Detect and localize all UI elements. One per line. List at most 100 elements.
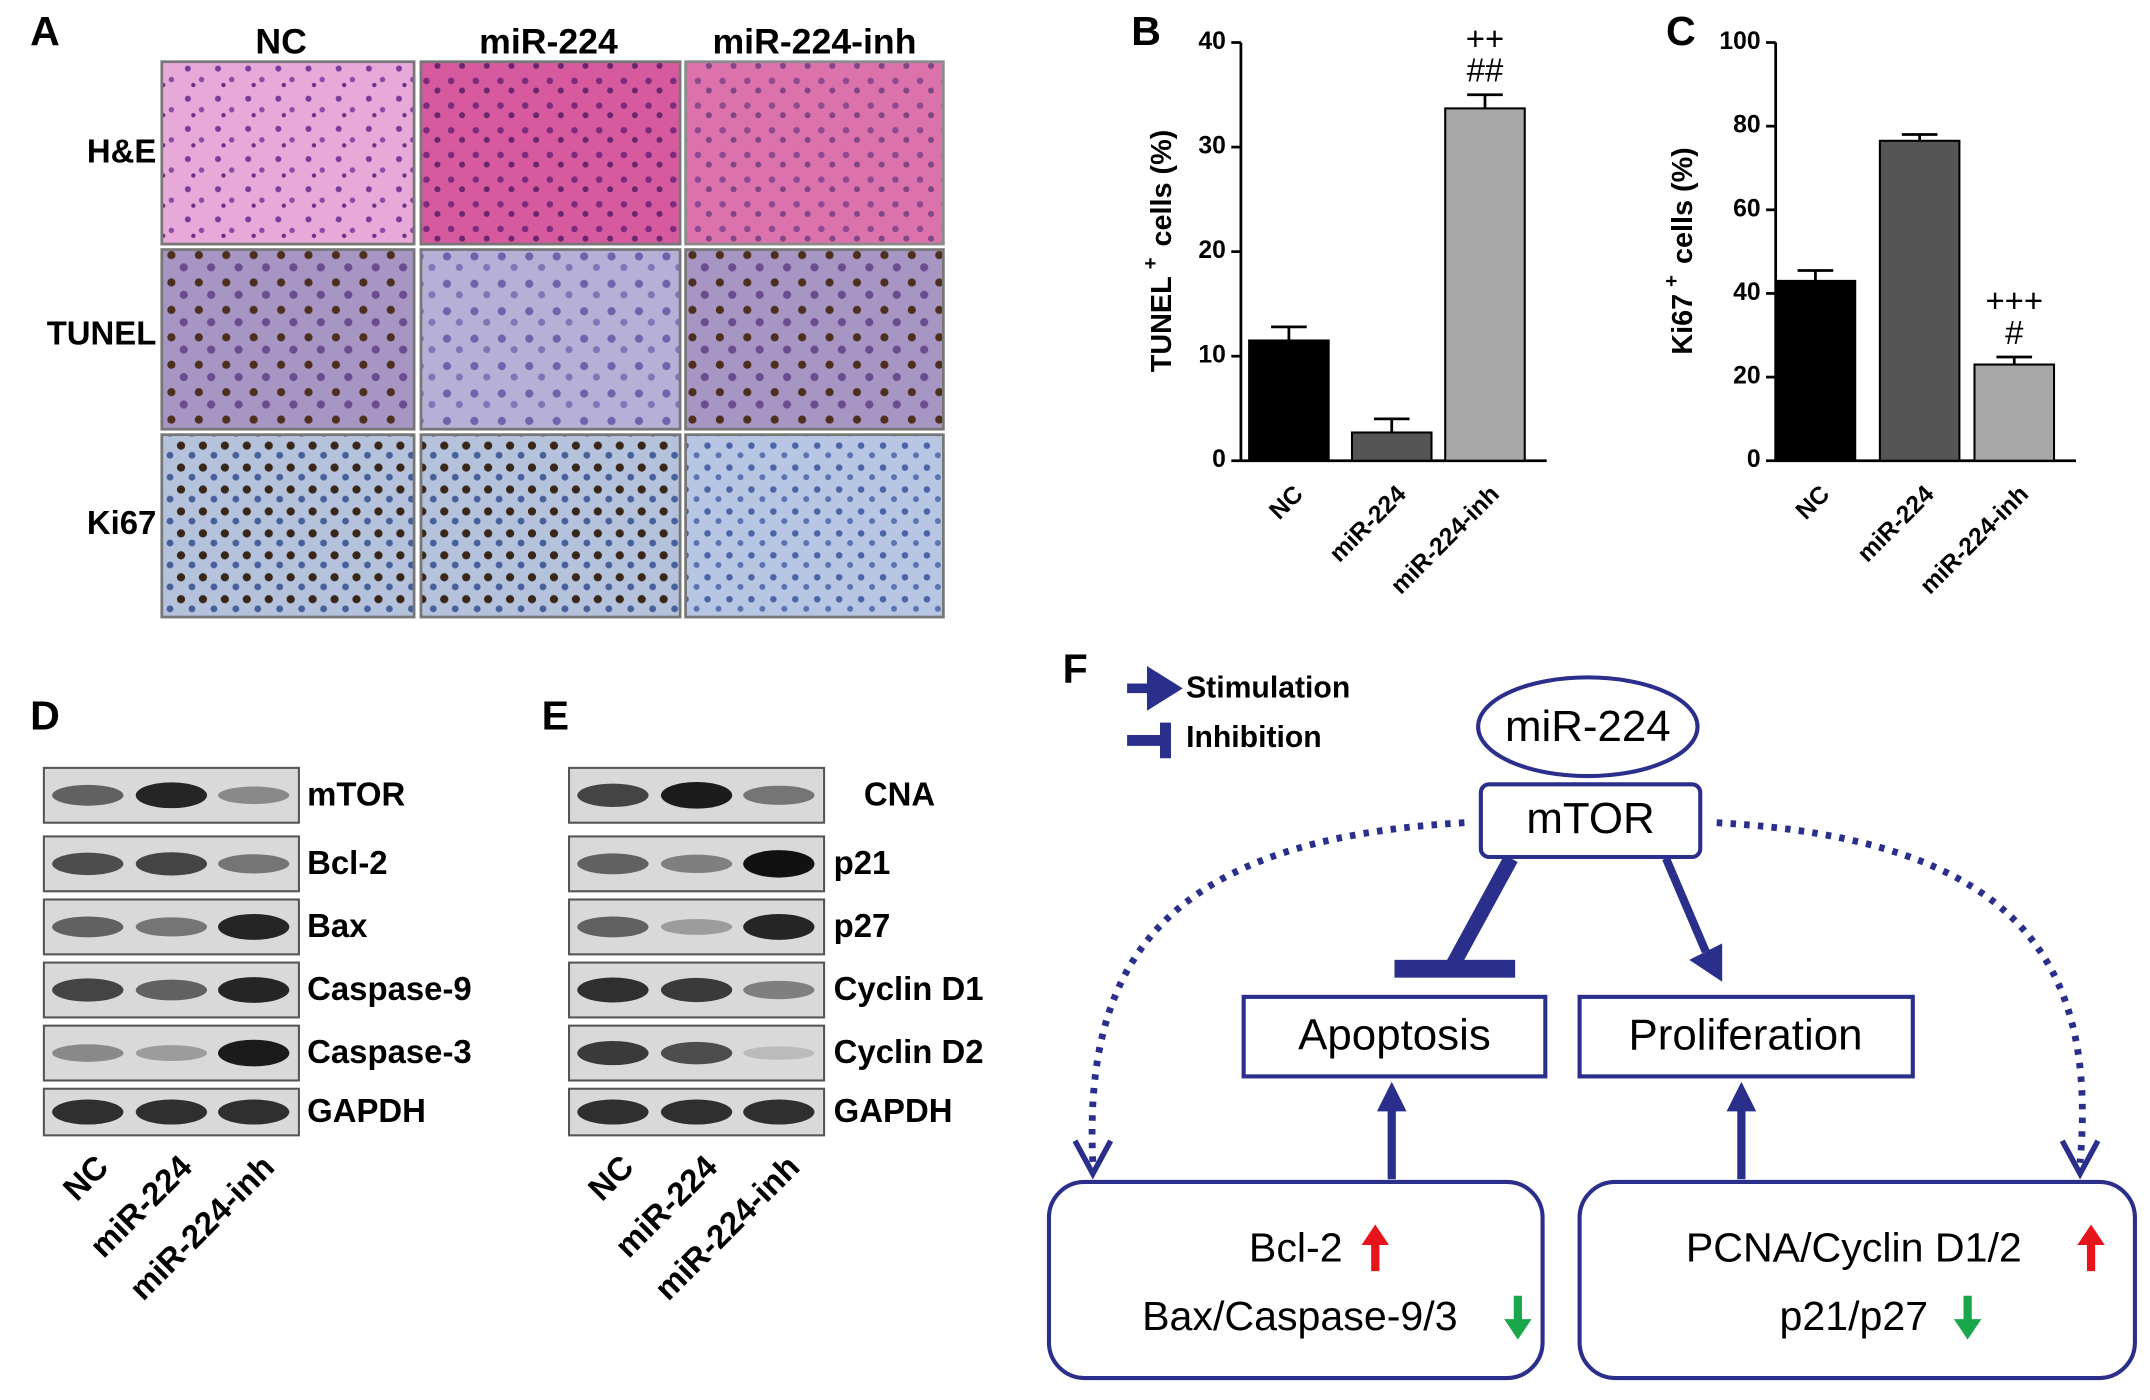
apoptosis-node bbox=[1241, 994, 1548, 1079]
lane-label: NC bbox=[56, 1148, 116, 1208]
node-label: miR-224 bbox=[1505, 702, 1671, 751]
blot-band bbox=[577, 1041, 649, 1066]
marker-text: p21/p27 bbox=[1779, 1293, 1928, 1339]
up-red-arrow bbox=[2077, 1224, 2105, 1272]
legend-stimulation-glyph bbox=[1127, 665, 1183, 711]
micrograph bbox=[160, 433, 416, 619]
down-green-arrow bbox=[1953, 1295, 1982, 1340]
inhibition-line bbox=[1446, 854, 1518, 968]
legend-label: Stimulation bbox=[1186, 672, 1350, 705]
inhibition-bar bbox=[1394, 959, 1516, 978]
y-tick-label: 100 bbox=[1719, 28, 1760, 55]
micrograph bbox=[684, 60, 945, 246]
blot-band bbox=[743, 850, 815, 878]
micrographs bbox=[160, 60, 945, 619]
significance-mark: ## bbox=[1467, 52, 1504, 89]
significance-mark: ++ bbox=[1466, 20, 1504, 57]
legend-inhibition-glyph bbox=[1127, 722, 1171, 759]
micrograph bbox=[419, 60, 682, 246]
panel-label: B bbox=[1131, 8, 1161, 54]
blot-band bbox=[135, 1099, 208, 1125]
blot-band bbox=[218, 854, 290, 874]
marker-text: PCNA/Cyclin D1/2 bbox=[1686, 1224, 2022, 1270]
micrograph bbox=[160, 60, 416, 246]
blot-band bbox=[135, 782, 208, 809]
blot-band bbox=[743, 980, 815, 1000]
lane-label: miR-224-inh bbox=[122, 1148, 281, 1307]
column-label: miR-224 bbox=[479, 21, 618, 61]
blot-band bbox=[218, 914, 290, 940]
blot-band bbox=[218, 786, 290, 805]
x-tick-label: NC bbox=[1791, 481, 1835, 525]
y-axis-label: TUNEL + cells (%) bbox=[1139, 130, 1178, 373]
arrowhead bbox=[1689, 943, 1723, 982]
y-tick-label: 20 bbox=[1198, 237, 1225, 264]
bar bbox=[1248, 339, 1330, 462]
arrowhead bbox=[1726, 1081, 1757, 1112]
y-tick-label: 40 bbox=[1733, 279, 1760, 306]
band-label: Cyclin D2 bbox=[834, 1033, 984, 1070]
blot-band bbox=[52, 852, 124, 876]
blot-band bbox=[743, 914, 815, 940]
lane-label: miR-224-inh bbox=[647, 1148, 806, 1307]
row-label: Ki67 bbox=[87, 504, 156, 541]
micrograph bbox=[160, 248, 416, 431]
blot-band bbox=[660, 918, 733, 935]
band-label: CNA bbox=[864, 775, 935, 812]
blot-band bbox=[135, 979, 208, 1001]
legend-label: Inhibition bbox=[1186, 721, 1322, 754]
target-node bbox=[1478, 782, 1703, 860]
y-label-part: + bbox=[1660, 275, 1683, 287]
blot-band bbox=[577, 977, 649, 1003]
micrograph bbox=[419, 433, 682, 619]
band-label: Cyclin D1 bbox=[834, 970, 984, 1007]
blot-band bbox=[218, 1099, 290, 1125]
blot-band bbox=[577, 1099, 649, 1125]
significance-mark: # bbox=[2005, 314, 2024, 351]
blot-band bbox=[135, 852, 208, 876]
x-tick-label: miR-224 bbox=[1325, 480, 1412, 567]
blot-band bbox=[660, 977, 733, 1003]
arrowhead bbox=[2059, 1139, 2101, 1180]
band-label: GAPDH bbox=[834, 1092, 953, 1129]
micrograph bbox=[684, 433, 945, 619]
micrograph bbox=[419, 248, 682, 431]
band-label: Bax bbox=[307, 907, 368, 944]
blot-band bbox=[743, 1099, 815, 1125]
band-label: Caspase-3 bbox=[307, 1033, 472, 1070]
blot-band bbox=[52, 978, 124, 1002]
row-label: H&E bbox=[87, 132, 156, 169]
dotted-arrow bbox=[1088, 819, 1465, 1163]
y-label-part: TUNEL bbox=[1145, 276, 1177, 372]
band-label: mTOR bbox=[307, 775, 405, 812]
column-label: NC bbox=[255, 21, 306, 61]
blot-band bbox=[660, 854, 733, 874]
diagram: F Stimulation Inhibition miR-224 mTOR Ap… bbox=[1046, 646, 2137, 1381]
bar bbox=[1878, 139, 1961, 462]
y-tick-label: 0 bbox=[1212, 446, 1226, 473]
blot-band bbox=[135, 917, 208, 937]
row-label: TUNEL bbox=[47, 315, 157, 352]
y-tick-label: 80 bbox=[1733, 112, 1760, 139]
panel-label: F bbox=[1063, 646, 1088, 692]
up-red-arrow bbox=[1361, 1224, 1389, 1272]
lane-label: NC bbox=[581, 1148, 641, 1208]
proliferation-markers-box bbox=[1577, 1179, 2137, 1381]
y-label-part: + bbox=[1139, 257, 1162, 269]
blot-band bbox=[660, 1041, 733, 1065]
dotted-arrow bbox=[1716, 819, 2086, 1164]
down-green-arrow bbox=[1504, 1295, 1532, 1340]
marker-text: Bcl-2 bbox=[1249, 1224, 1343, 1270]
blot-band bbox=[660, 1099, 733, 1125]
arrowhead bbox=[1072, 1139, 1114, 1180]
blot-band bbox=[660, 781, 733, 809]
proliferation-node bbox=[1577, 994, 1915, 1079]
column-label: miR-224-inh bbox=[712, 21, 916, 61]
node-label: mTOR bbox=[1526, 794, 1654, 843]
marker-text: Bax/Caspase-9/3 bbox=[1142, 1293, 1457, 1339]
panel-label: A bbox=[30, 8, 60, 54]
panel-label: C bbox=[1666, 8, 1696, 54]
band-label: GAPDH bbox=[307, 1092, 426, 1129]
y-tick-label: 60 bbox=[1733, 195, 1760, 222]
